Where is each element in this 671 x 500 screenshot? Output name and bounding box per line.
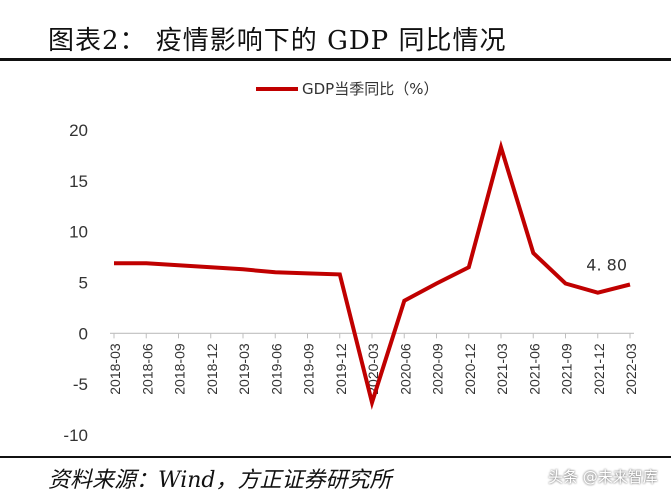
- x-tick-label: 2021-03: [494, 343, 510, 395]
- legend-label: GDP当季同比（%）: [302, 80, 439, 98]
- footer-rule: [0, 456, 671, 458]
- data-label: 4. 80: [586, 256, 627, 275]
- title-rule: [0, 58, 671, 61]
- x-tick-label: 2020-06: [397, 343, 413, 395]
- x-tick-label: 2022-03: [623, 343, 639, 395]
- y-tick-label: 0: [79, 324, 88, 343]
- x-tick-label: 2018-09: [172, 343, 188, 395]
- x-tick-label: 2019-03: [236, 343, 252, 395]
- x-tick-label: 2019-06: [268, 343, 284, 395]
- series-line: [114, 140, 631, 410]
- x-tick-label: 2020-09: [430, 343, 446, 395]
- y-tick-label: 15: [69, 172, 88, 191]
- x-tick-label: 2020-12: [462, 343, 478, 395]
- x-tick-label: 2018-06: [139, 343, 155, 395]
- y-tick-label: 20: [69, 121, 88, 140]
- line-chart: -10 -5 0 5 10 15 20 2018-03 2018-06 2018-09 2018-1…: [63, 121, 639, 445]
- x-tick-label: 2019-12: [333, 343, 349, 395]
- x-tick-label: 2018-03: [107, 343, 123, 395]
- y-tick-label: 10: [69, 223, 88, 242]
- title-bar: 图表2： 疫情影响下的 GDP 同比情况: [0, 0, 671, 62]
- x-tick-label: 2021-06: [526, 343, 542, 395]
- page-title: 图表2： 疫情影响下的 GDP 同比情况: [48, 26, 507, 56]
- x-tick-label: 2021-12: [591, 343, 607, 395]
- y-tick-label: -10: [63, 426, 88, 445]
- footer-source: 资料来源：Wind，方正证券研究所: [48, 468, 392, 493]
- x-tick-label: 2021-09: [559, 343, 575, 395]
- legend-swatch: [256, 87, 298, 91]
- x-tick-label: 2019-09: [301, 343, 317, 395]
- y-tick-label: 5: [79, 274, 88, 293]
- x-tick-label: 2018-12: [204, 343, 220, 395]
- y-tick-label: -5: [73, 375, 88, 394]
- watermark: 头条 @未来智库: [548, 468, 658, 486]
